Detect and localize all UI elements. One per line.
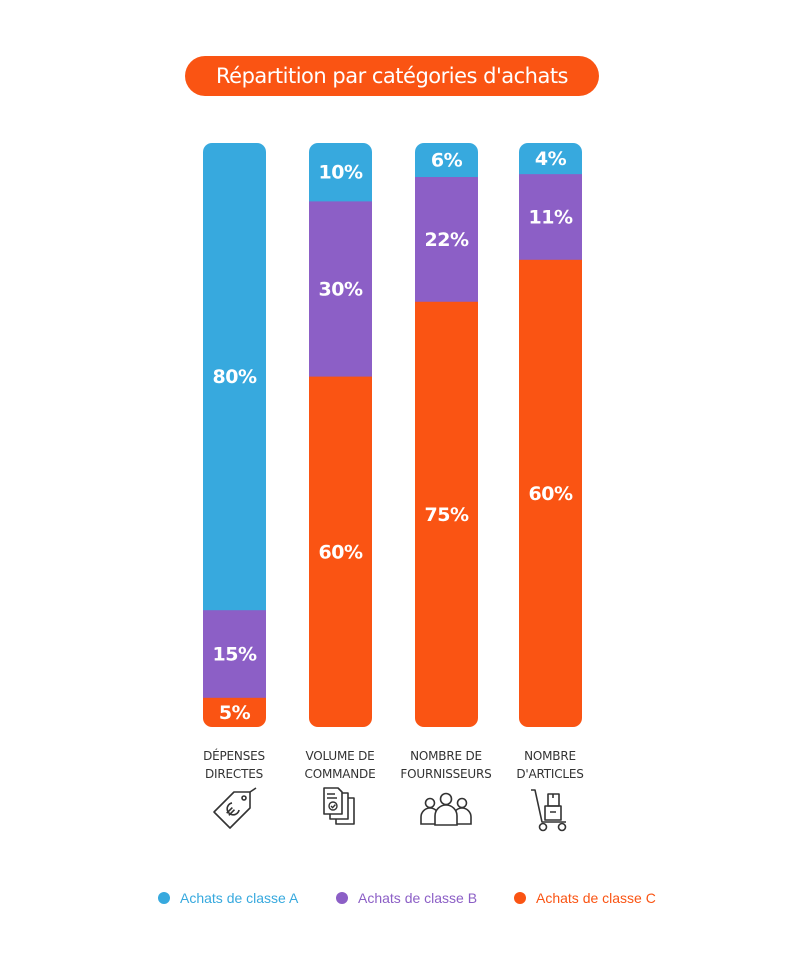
data-label-nombre-d-articles-achats-de-classe-a: 4% bbox=[535, 148, 567, 170]
legend-item-classe-a: Achats de classe A bbox=[158, 890, 298, 906]
data-label-nombre-de-fournisseurs-achats-de-classe-b: 22% bbox=[425, 229, 469, 251]
bar-segment-volume-de-commande-achats-de-classe-c bbox=[309, 376, 372, 727]
category-label-nombre-de-fournisseurs: NOMBRE DE FOURNISSEURS bbox=[400, 749, 492, 781]
data-label-depenses-directes-achats-de-classe-b: 15% bbox=[213, 644, 257, 666]
data-label-nombre-de-fournisseurs-achats-de-classe-a: 6% bbox=[431, 150, 463, 172]
category-label-depenses-directes: DÉPENSES DIRECTES bbox=[203, 749, 265, 781]
data-label-nombre-d-articles-achats-de-classe-c: 60% bbox=[529, 483, 573, 505]
data-label-depenses-directes-achats-de-classe-a: 80% bbox=[213, 366, 257, 388]
legend-swatch-classe-a bbox=[158, 892, 170, 904]
euro-price-tag-icon bbox=[213, 787, 257, 829]
bar-nombre-de-fournisseurs bbox=[415, 143, 478, 727]
order-documents-icon bbox=[323, 787, 355, 825]
legend-label-classe-a: Achats de classe A bbox=[180, 890, 299, 906]
data-label-volume-de-commande-achats-de-classe-c: 60% bbox=[319, 541, 363, 563]
legend-label-classe-c: Achats de classe C bbox=[536, 890, 656, 906]
bar-segment-volume-de-commande-achats-de-classe-a bbox=[309, 143, 372, 202]
bar-segment-nombre-d-articles-achats-de-classe-c bbox=[519, 259, 582, 727]
people-group-icon bbox=[420, 792, 472, 826]
bar-segment-nombre-de-fournisseurs-achats-de-classe-a bbox=[415, 143, 478, 178]
bar-segment-volume-de-commande-achats-de-classe-b bbox=[309, 201, 372, 378]
bar-nombre-d-articles bbox=[519, 143, 582, 727]
bar-segment-nombre-d-articles-achats-de-classe-a bbox=[519, 143, 582, 175]
legend-label-classe-b: Achats de classe B bbox=[358, 890, 478, 906]
bar-segment-depenses-directes-achats-de-classe-b bbox=[203, 610, 266, 699]
bar-segment-nombre-d-articles-achats-de-classe-b bbox=[519, 174, 582, 261]
category-label-volume-de-commande: VOLUME DE COMMANDE bbox=[304, 749, 376, 781]
legend-swatch-classe-c bbox=[514, 892, 526, 904]
data-label-volume-de-commande-achats-de-classe-a: 10% bbox=[319, 162, 363, 184]
hand-truck-boxes-icon bbox=[531, 789, 567, 832]
bar-segment-depenses-directes-achats-de-classe-c bbox=[203, 697, 266, 727]
data-label-nombre-d-articles-achats-de-classe-b: 11% bbox=[529, 206, 573, 228]
legend-item-classe-b: Achats de classe B bbox=[336, 890, 477, 906]
legend-swatch-classe-b bbox=[336, 892, 348, 904]
legend-item-classe-c: Achats de classe C bbox=[514, 890, 656, 906]
bar-depenses-directes bbox=[203, 143, 266, 727]
bar-segment-nombre-de-fournisseurs-achats-de-classe-b bbox=[415, 177, 478, 303]
bar-volume-de-commande bbox=[309, 143, 372, 727]
bar-segment-depenses-directes-achats-de-classe-a bbox=[203, 143, 266, 611]
data-label-volume-de-commande-achats-de-classe-b: 30% bbox=[319, 279, 363, 301]
category-label-nombre-d-articles: NOMBRE D'ARTICLES bbox=[516, 749, 584, 781]
data-label-depenses-directes-achats-de-classe-c: 5% bbox=[219, 702, 251, 724]
data-label-nombre-de-fournisseurs-achats-de-classe-c: 75% bbox=[425, 504, 469, 526]
bar-segment-nombre-de-fournisseurs-achats-de-classe-c bbox=[415, 301, 478, 727]
chart-title: Répartition par catégories d'achats bbox=[185, 56, 599, 96]
stacked-bar-chart: 80% 15% 5% 10% 30% 60% 6% 22% 75% 4% 11% 60% bbox=[203, 143, 582, 727]
